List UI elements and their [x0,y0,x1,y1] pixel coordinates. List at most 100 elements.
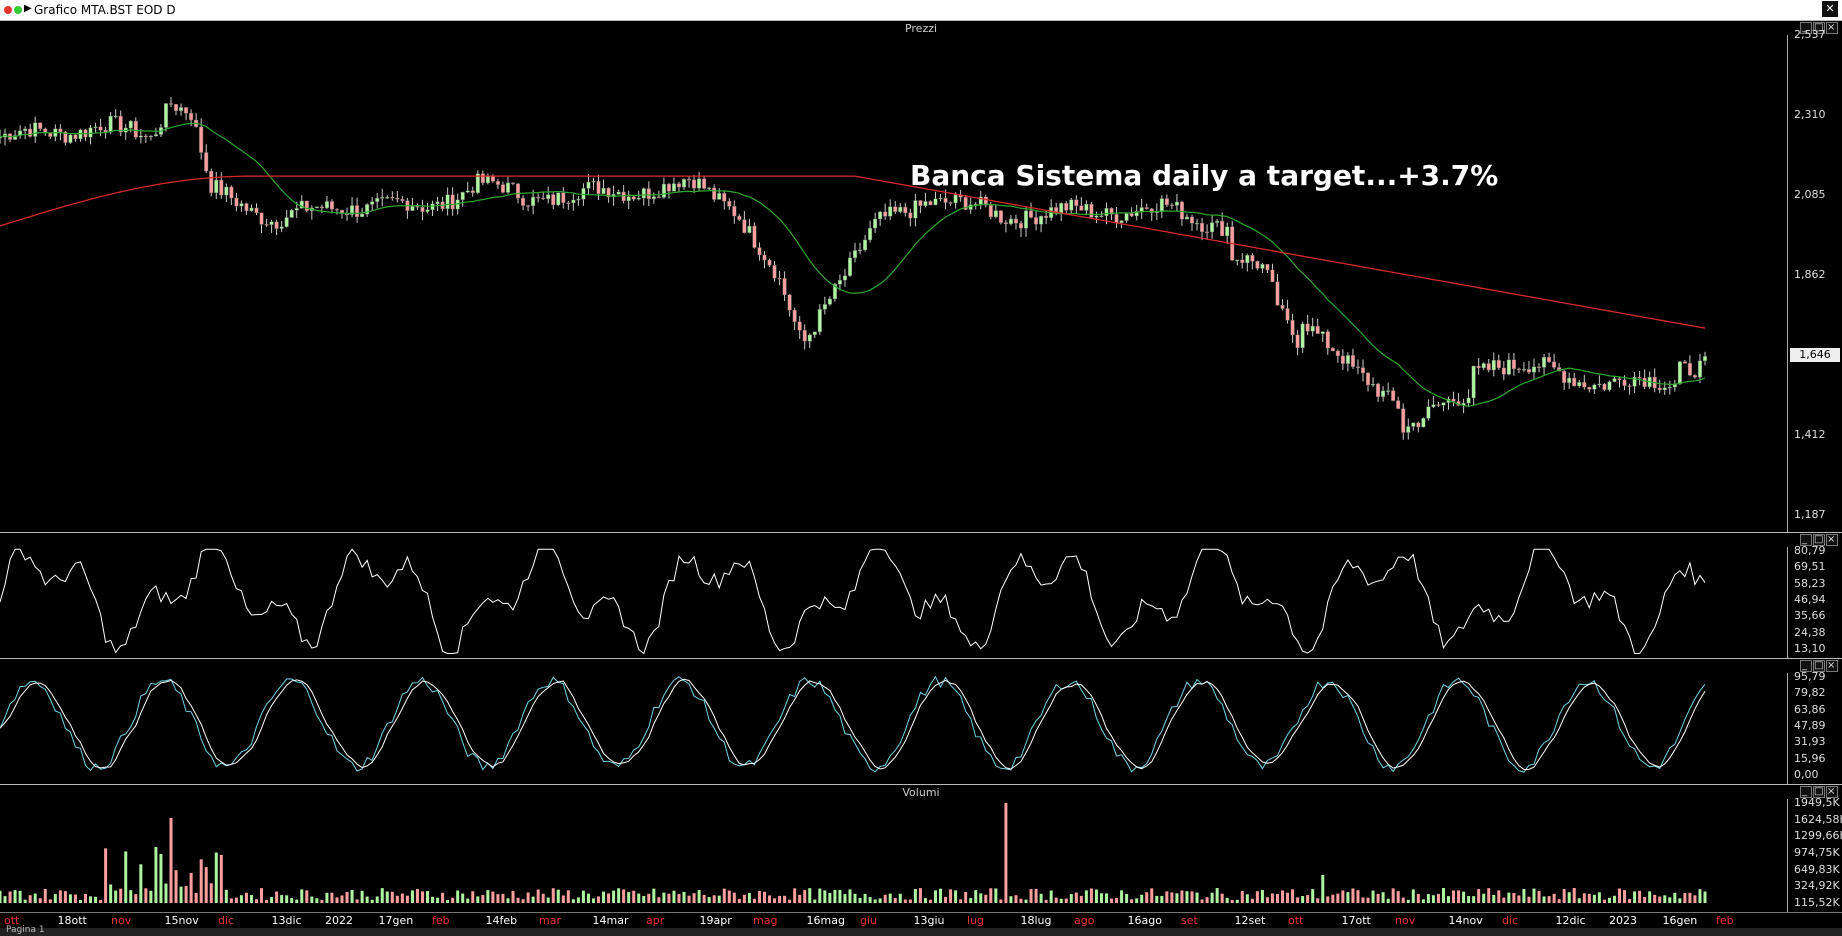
candle-body [1164,198,1169,206]
restore-button[interactable]: □ [1813,786,1827,798]
price-panel[interactable]: Prezzi _□× 2,537 2,310 2,085 1,862 1,646 1,41… [0,20,1842,533]
volume-bar [270,896,274,903]
volume-bar [933,890,937,903]
rsi-chart[interactable] [0,533,1786,659]
candle-body [294,208,299,211]
candle-body [1597,383,1602,386]
candle-body [601,187,606,194]
candle-body [561,192,566,203]
candle-body [1270,269,1275,283]
candle-body [370,201,375,205]
volume-bar [1004,803,1008,903]
volume-bar [1507,892,1511,903]
volume-bar [813,899,817,903]
minimize-button[interactable]: _ [1800,534,1812,546]
candle-body [842,275,847,281]
volume-bar [1542,896,1546,903]
volume-bar [773,898,777,903]
candle-body [1179,201,1184,220]
volume-bar [1145,892,1149,903]
minimize-button[interactable]: _ [1800,786,1812,798]
volume-bar [1663,895,1667,903]
candle-body [1003,222,1008,225]
volume-bar [1104,893,1108,903]
candle-body [1195,222,1200,225]
volume-bar [1658,896,1662,903]
candle-body [1697,360,1702,378]
candle-body [928,201,933,206]
price-chart[interactable] [0,21,1786,533]
candle-body [395,197,400,200]
volume-bar [1426,894,1430,903]
candle-body [1149,208,1154,213]
close-button[interactable]: × [1826,660,1839,672]
date-label: ott [4,914,20,927]
candle-body [591,181,596,183]
volume-bar [1250,898,1254,903]
volume-panel[interactable]: Volumi _ □× 1949,5K 1624,58K 1299,66K 974,75… [0,784,1842,913]
candle-body [797,321,802,331]
volume-bar [1230,899,1234,903]
candle-body [707,187,712,190]
volume-bar [315,898,319,903]
candle-body [943,197,948,203]
volume-bar [420,891,424,903]
minimize-button[interactable]: _ [1800,660,1812,672]
close-button[interactable]: × [1826,22,1839,34]
candle-body [153,134,158,137]
window-icon-red[interactable] [4,6,12,14]
candle-body [616,191,621,195]
volume-bar [1245,894,1249,903]
date-label: 13dic [271,914,302,927]
candle-body [1376,383,1381,397]
close-button[interactable]: × [1826,786,1839,798]
date-label: nov [111,914,132,927]
date-label: dic [218,914,235,927]
candle-body [576,198,581,201]
candle-body [908,212,913,219]
stochastic-chart[interactable] [0,659,1786,785]
candle-body [1094,215,1099,218]
restore-button[interactable]: □ [1813,660,1827,672]
volume-bar [1215,888,1219,903]
scale-label: 1299,66K [1794,829,1842,843]
volume-bar [1099,893,1103,903]
rsi-panel-header: _ □× [0,533,1842,547]
scale-label: 0,00 [1794,768,1819,781]
candle-body [340,209,345,215]
scale-label: 46,94 [1794,593,1826,606]
restore-button[interactable]: □ [1813,22,1827,34]
rsi-panel[interactable]: _ □× 80,79 69,51 58,23 46,94 35,66 24,38 13,10 [0,532,1842,659]
volume-bar [918,888,922,903]
minimize-button[interactable]: _ [1800,22,1812,34]
stoch-panel[interactable]: _ □× 95,79 79,82 63,86 47,89 31,93 15,96 0,00 [0,658,1842,785]
volume-bar [1411,889,1415,903]
candle-body [475,173,480,194]
play-icon[interactable]: ▶ [24,3,32,14]
candle-body [1275,281,1280,306]
volume-bar [501,893,505,903]
date-label: set [1181,914,1198,927]
close-window-icon[interactable]: ✕ [1822,1,1838,17]
volume-bar [1612,895,1616,903]
volume-bar [415,889,419,903]
date-label: apr [646,914,665,927]
close-button[interactable]: × [1826,534,1839,546]
candle-body [1220,220,1225,237]
candle-body [1305,323,1310,332]
volume-chart[interactable] [0,785,1786,913]
candle-body [249,207,254,212]
volume-bar [692,893,696,903]
candle-body [812,331,817,336]
scale-label: 24,38 [1794,625,1826,639]
candle-body [1441,402,1446,406]
volume-panel-buttons: _ □× [1799,786,1838,798]
candle-body [1280,304,1285,309]
volume-bar [1452,890,1456,903]
candle-body [425,209,430,212]
volume-bar [1260,889,1264,903]
window-icon-green[interactable] [14,6,22,14]
restore-button[interactable]: □ [1813,534,1827,546]
candle-body [1260,264,1265,269]
scale-label: 47,89 [1794,719,1826,732]
